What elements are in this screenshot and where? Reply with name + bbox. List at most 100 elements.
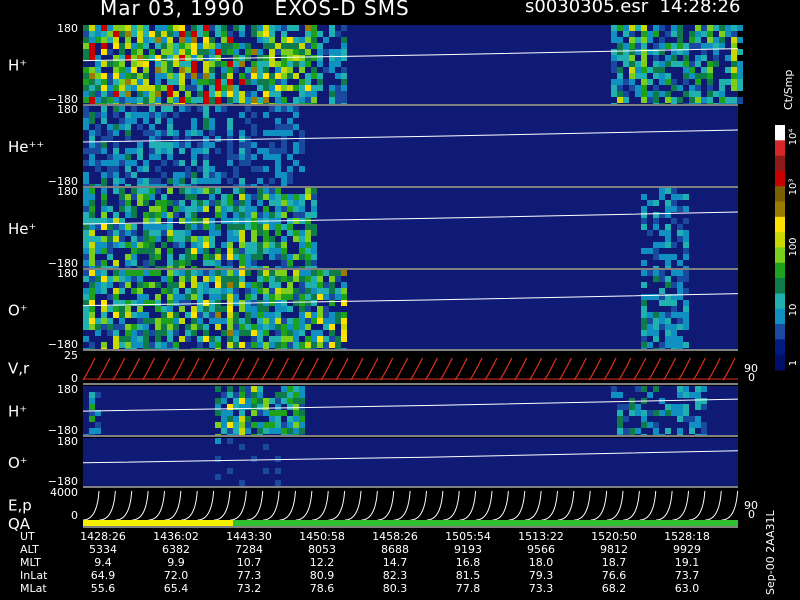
spectrogram-cell	[137, 37, 143, 43]
spectrogram-cell	[215, 410, 221, 416]
spectrogram-cell	[209, 130, 215, 136]
spectrogram-cell	[299, 270, 305, 276]
spectrogram-cell	[239, 282, 245, 288]
spectrogram-cell	[227, 79, 233, 85]
spectrogram-cell	[671, 194, 677, 200]
spectrogram-cell	[275, 97, 281, 103]
spectrogram-cell	[323, 324, 329, 330]
energy-sweep	[115, 490, 133, 521]
spectrogram-cell	[155, 61, 161, 67]
spectrogram-cell	[317, 43, 323, 49]
spectrogram-cell	[233, 97, 239, 103]
spectrogram-cell	[221, 282, 227, 288]
spectrogram-cell	[197, 270, 203, 276]
spectrogram-cell	[287, 288, 293, 294]
spectrogram-cell	[149, 148, 155, 154]
spectrogram-cell	[311, 288, 317, 294]
spectrogram-cell	[143, 43, 149, 49]
spectrogram-cell	[149, 136, 155, 142]
spectrogram-cell	[659, 270, 665, 276]
spectrogram-cell	[149, 188, 155, 194]
spectrogram-cell	[125, 154, 131, 160]
spectrogram-cell	[281, 97, 287, 103]
spectrogram-cell	[203, 288, 209, 294]
spectrogram-cell	[227, 242, 233, 248]
spectrogram-cell	[239, 324, 245, 330]
spectrogram-cell	[227, 124, 233, 130]
spectrogram-cell	[119, 188, 125, 194]
spectrogram-cell	[245, 224, 251, 230]
spectrogram-cell	[89, 342, 95, 348]
spectrogram-cell	[155, 348, 161, 349]
spectrogram-cell	[689, 428, 695, 434]
spectrogram-cell	[665, 206, 671, 212]
energy-sweep	[361, 490, 378, 521]
spectrogram-cell	[89, 288, 95, 294]
spectrogram-cell	[647, 79, 653, 85]
spectrogram-cell	[275, 118, 281, 124]
spectrogram-cell	[215, 398, 221, 404]
spectrogram-cell	[209, 97, 215, 103]
spectrogram-cell	[251, 73, 257, 79]
spectrogram-cell	[293, 392, 299, 398]
spectrogram-cell	[119, 282, 125, 288]
spectrogram-cell	[161, 348, 167, 349]
spectrogram-cell	[227, 416, 233, 422]
spectrogram-cell	[185, 136, 191, 142]
spectrogram-cell	[149, 31, 155, 37]
energy-sweep	[344, 490, 362, 521]
spectrogram-cell	[227, 276, 233, 282]
colorbar-tick: 10	[788, 304, 799, 317]
spectrogram-cell	[251, 142, 257, 148]
spectrogram-cell	[227, 61, 233, 67]
spectrogram-cell	[227, 324, 233, 330]
spectrogram-cell	[179, 218, 185, 224]
spectrogram-cell	[179, 294, 185, 300]
spectrogram-cell	[329, 61, 335, 67]
panel-label: E,p	[8, 497, 32, 515]
spectrogram-cell	[143, 218, 149, 224]
spectrogram-cell	[131, 103, 137, 104]
spectrogram-cell	[95, 248, 101, 254]
spectrogram-cell	[95, 166, 101, 172]
spectrogram-cell	[275, 276, 281, 282]
spectrogram-cell	[251, 392, 257, 398]
colorbar-unit: Ct/Smp	[782, 69, 795, 110]
spectrogram-cell	[311, 103, 317, 104]
spectrogram-cell	[641, 85, 647, 91]
spectrogram-cell	[227, 270, 233, 276]
spectrogram-cell	[647, 97, 653, 103]
spectrogram-cell	[701, 73, 707, 79]
spectrogram-cell	[137, 266, 143, 268]
spectrogram-cell	[269, 178, 275, 184]
spectrogram-cell	[167, 148, 173, 154]
spectrogram-cell	[653, 348, 659, 349]
spectrogram-cell	[659, 294, 665, 300]
spectrogram-cell	[137, 91, 143, 97]
spectrogram-cell	[269, 148, 275, 154]
spectrogram-cell	[161, 212, 167, 218]
spectrogram-cell	[251, 194, 257, 200]
spectrogram-cell	[125, 124, 131, 130]
spectrogram-cell	[311, 242, 317, 248]
spectrogram-cell	[143, 25, 149, 31]
spectrogram-cell	[179, 236, 185, 242]
spectrogram-cell	[263, 318, 269, 324]
spectrogram-cell	[203, 142, 209, 148]
spectrogram-cell	[653, 224, 659, 230]
spectrogram-cell	[203, 336, 209, 342]
spectrogram-cell	[191, 348, 197, 349]
spectrogram-cell	[287, 55, 293, 61]
colorbar-segment	[775, 155, 785, 172]
spectrogram-cell	[209, 194, 215, 200]
spectrogram-cell	[227, 178, 233, 184]
spectrogram-cell	[95, 85, 101, 91]
spectrogram-cell	[143, 248, 149, 254]
spectrogram-cell	[341, 330, 347, 336]
spectrogram-cell	[197, 342, 203, 348]
spectrogram-cell	[227, 160, 233, 166]
spectrogram-cell	[635, 25, 641, 31]
spectrogram-cell	[707, 97, 713, 103]
table-cell: 6382	[162, 543, 190, 556]
spectrogram-cell	[179, 79, 185, 85]
